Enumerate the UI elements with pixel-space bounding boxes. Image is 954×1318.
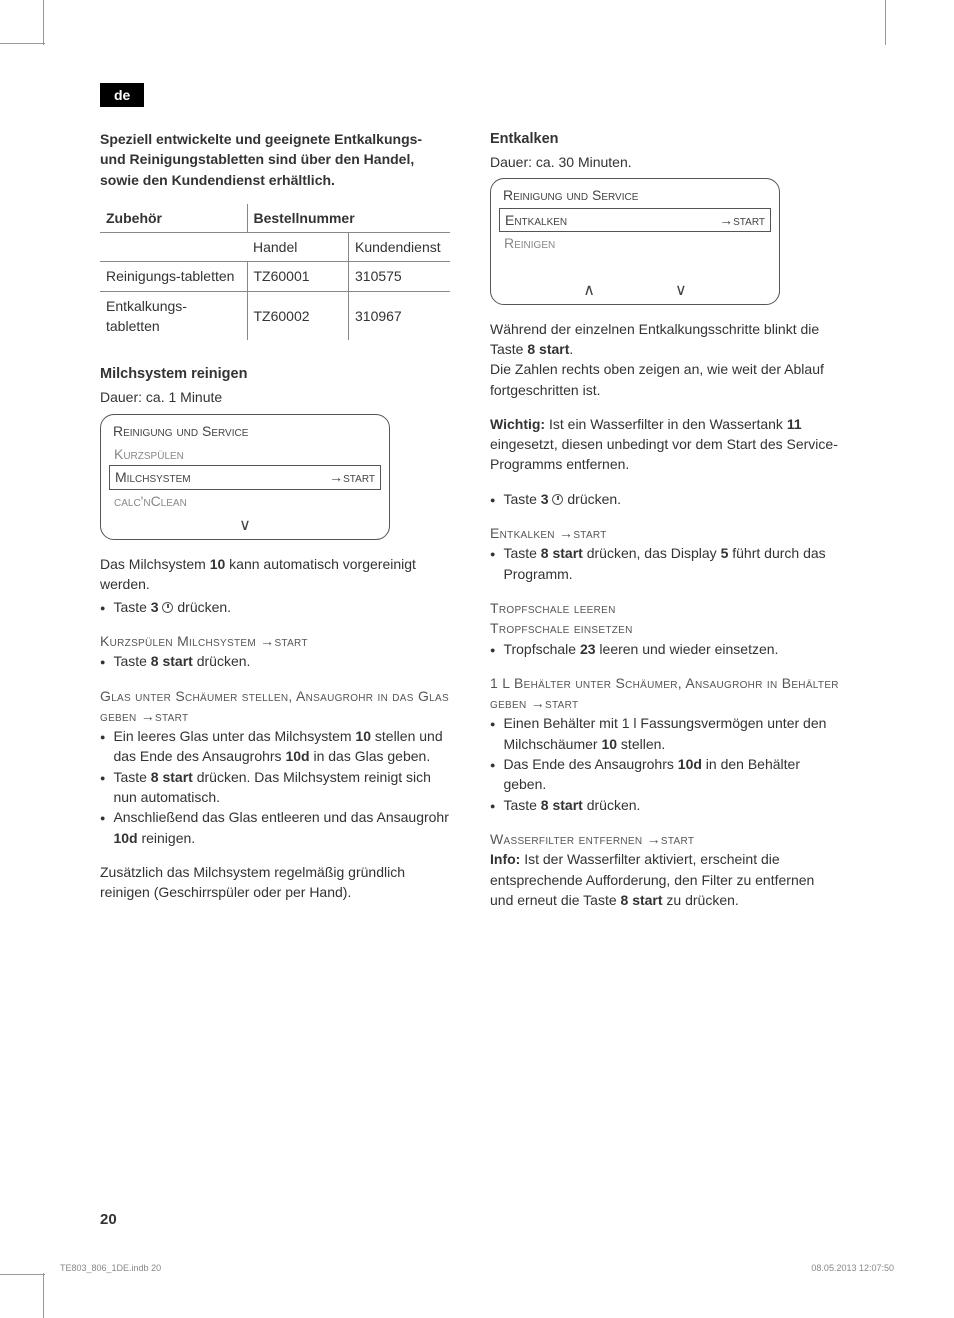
th-kunden: Kundendienst xyxy=(349,233,451,262)
table-row: Reinigungs-tabletten xyxy=(100,262,247,291)
list-item: Ein leeres Glas unter das Milchsystem 10… xyxy=(100,726,450,767)
chevron-down-icon: ∨ xyxy=(675,279,687,302)
list-item: Tropfschale 23 leeren und wieder einsetz… xyxy=(490,639,840,659)
paragraph: Wichtig: Ist ein Wasserfilter in den Was… xyxy=(490,414,840,475)
table-row: TZ60001 xyxy=(247,262,349,291)
clock-icon xyxy=(552,494,563,505)
heading-entkalken: Entkalken xyxy=(490,129,840,150)
table-row: 310967 xyxy=(349,291,451,340)
duration-entk: Dauer: ca. 30 Minuten. xyxy=(490,152,840,172)
display-text: Wasserfilter entfernen →start xyxy=(490,829,840,849)
th-bestell: Bestellnummer xyxy=(247,204,450,233)
screen-row-selected: Milchsystem→start xyxy=(109,465,381,489)
list-item: Taste 8 start drücken. Das Milchsystem r… xyxy=(100,767,450,808)
th-zubehor: Zubehör xyxy=(100,204,247,233)
display-screen-2: Reinigung und Service Entkalken→start Re… xyxy=(490,178,780,304)
display-text: Tropfschale einsetzen xyxy=(490,618,840,638)
paragraph: Das Milchsystem 10 kann automatisch vorg… xyxy=(100,554,450,595)
th-handel: Handel xyxy=(247,233,349,262)
list-item: Taste 3 drücken. xyxy=(100,597,450,617)
page-content: de Speziell entwickelte und geeignete En… xyxy=(100,83,860,924)
left-column: Speziell entwickelte und geeignete Entka… xyxy=(100,129,450,924)
footer-timestamp: 08.05.2013 12:07:50 xyxy=(811,1263,894,1273)
list-item: Taste 8 start drücken. xyxy=(490,795,840,815)
paragraph: Info: Ist der Wasserfilter aktiviert, er… xyxy=(490,849,840,910)
right-column: Entkalken Dauer: ca. 30 Minuten. Reinigu… xyxy=(490,129,840,924)
display-text: Entkalken →start xyxy=(490,523,840,543)
language-badge: de xyxy=(100,83,144,107)
screen-row: Reinigen xyxy=(499,232,771,254)
list-item: Taste 8 start drücken, das Display 5 füh… xyxy=(490,543,840,584)
screen-row-selected: Entkalken→start xyxy=(499,208,771,232)
table-row: Entkalkungs-tabletten xyxy=(100,291,247,340)
table-row: 310575 xyxy=(349,262,451,291)
display-text: Tropfschale leeren xyxy=(490,598,840,618)
screen-title: Reinigung und Service xyxy=(499,185,771,207)
clock-icon xyxy=(162,602,173,613)
chevron-down-icon: ∨ xyxy=(239,514,251,537)
page-number: 20 xyxy=(100,1211,117,1228)
display-text: Glas unter Schäumer stellen, Ansaugrohr … xyxy=(100,686,450,727)
footer-filename: TE803_806_1DE.indb 20 xyxy=(60,1263,161,1273)
duration-milch: Dauer: ca. 1 Minute xyxy=(100,387,450,407)
list-item: Taste 3 drücken. xyxy=(490,489,840,509)
accessory-table: Zubehör Bestellnummer Handel Kundendiens… xyxy=(100,204,450,340)
list-item: Das Ende des Ansaugrohrs 10d in den Behä… xyxy=(490,754,840,795)
screen-row: Kurzspülen xyxy=(109,443,381,465)
display-screen-1: Reinigung und Service Kurzspülen Milchsy… xyxy=(100,414,390,540)
display-text: 1 L Behälter unter Schäumer, Ansaugrohr … xyxy=(490,673,840,714)
intro-paragraph: Speziell entwickelte und geeignete Entka… xyxy=(100,129,450,190)
display-text: Kurzspülen Milchsystem →start xyxy=(100,631,450,651)
list-item: Anschließend das Glas entleeren und das … xyxy=(100,807,450,848)
paragraph: Zusätzlich das Milchsystem regelmäßig gr… xyxy=(100,862,450,903)
list-item: Taste 8 start drücken. xyxy=(100,651,450,671)
paragraph: Während der einzelnen Entkalkungsschritt… xyxy=(490,319,840,400)
screen-row: calc'nClean xyxy=(109,490,381,512)
table-row: TZ60002 xyxy=(247,291,349,340)
heading-milchsystem: Milchsystem reinigen xyxy=(100,364,450,385)
list-item: Einen Behälter mit 1 l Fassungsvermögen … xyxy=(490,713,840,754)
chevron-up-icon: ∧ xyxy=(583,279,595,302)
screen-title: Reinigung und Service xyxy=(109,421,381,443)
